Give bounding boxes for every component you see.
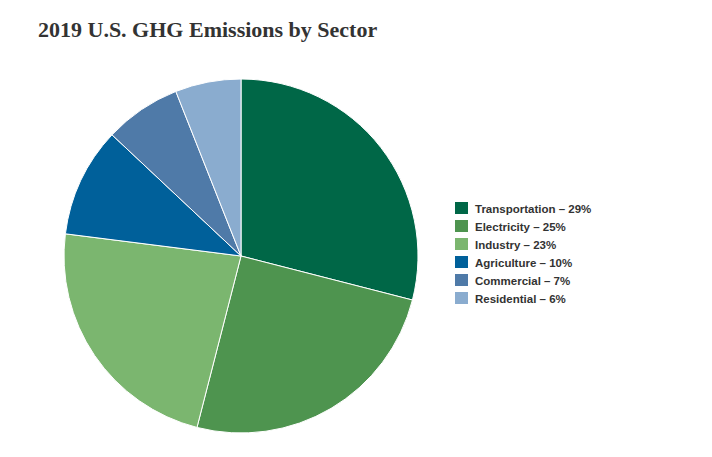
legend-swatch (455, 202, 468, 214)
title: 2019 U.S. GHG Emissions by Sector (38, 17, 377, 42)
pie (64, 79, 418, 433)
legend-swatch (455, 238, 468, 250)
legend-label: Transportation – 29% (475, 203, 591, 215)
chart-root: 2019 U.S. GHG Emissions by Sector Transpo… (0, 0, 712, 457)
slice (176, 79, 241, 256)
legend-label: Residential – 6% (475, 293, 566, 305)
legend: Transportation – 29% Electricity – 25% Ind… (455, 202, 591, 305)
slice (64, 234, 241, 428)
chart: 2019 U.S. GHG Emissions by Sector Transpo… (0, 0, 712, 457)
legend-label: Agriculture – 10% (475, 257, 572, 269)
legend-label: Commercial – 7% (475, 275, 570, 287)
legend-swatch (455, 220, 468, 232)
legend-label: Electricity – 25% (475, 221, 566, 233)
legend-swatch (455, 292, 468, 304)
legend-swatch (455, 274, 468, 286)
legend-swatch (455, 256, 468, 268)
legend-label: Industry – 23% (475, 239, 556, 251)
